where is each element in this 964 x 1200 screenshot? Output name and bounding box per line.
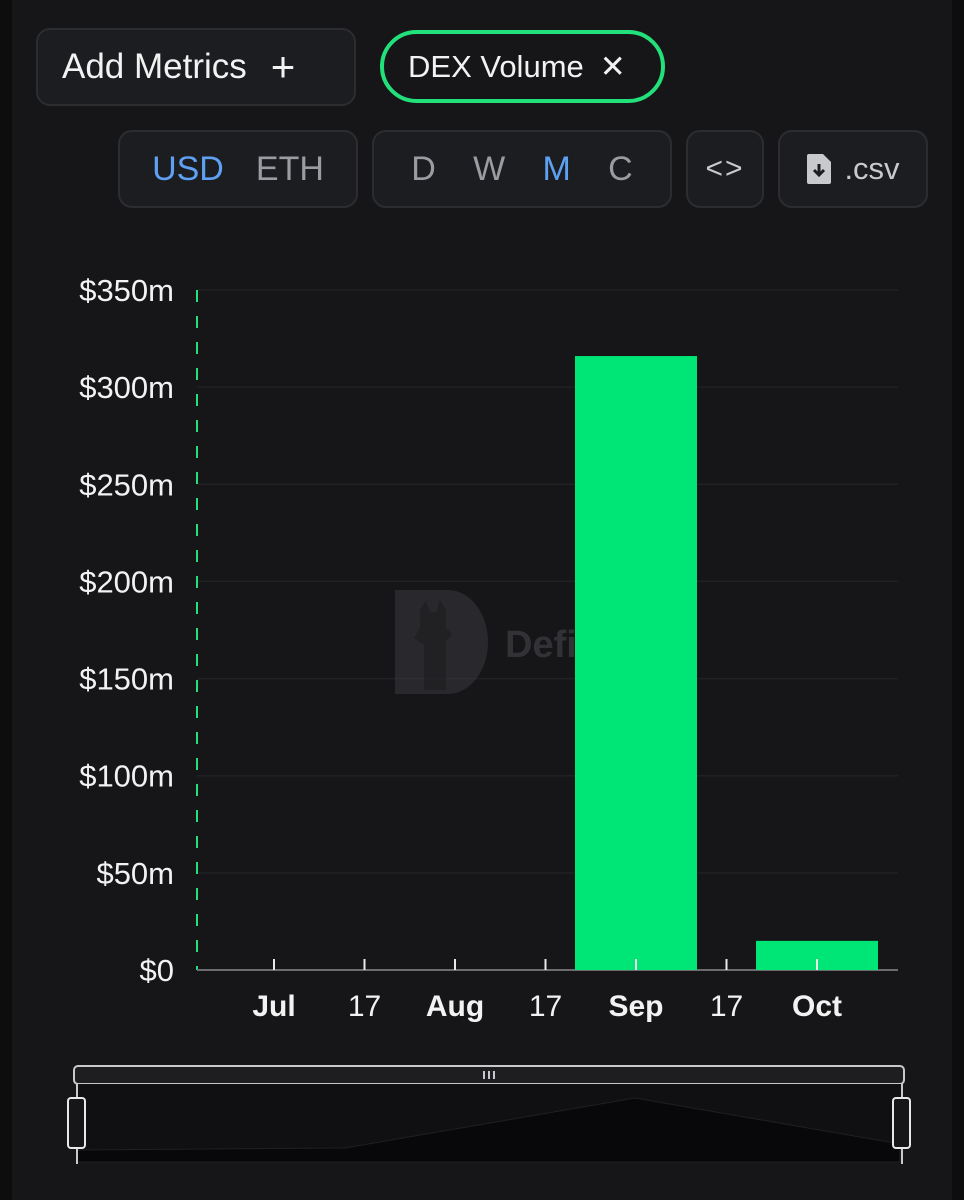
period-option-month[interactable]: M [542, 149, 571, 188]
brush-grip-icon [483, 1071, 495, 1079]
y-tick-label: $350m [79, 273, 174, 308]
x-tick-label: Jul [252, 990, 295, 1023]
dex-volume-chart: $0$50m$100m$150m$200m$250m$300m$350m Def… [79, 273, 898, 1023]
period-option-cumulative[interactable]: C [608, 149, 633, 188]
add-metrics-button[interactable]: Add Metrics + [36, 28, 356, 106]
y-tick-label: $0 [140, 953, 174, 988]
period-option-week[interactable]: W [473, 149, 506, 188]
right-edge [952, 0, 964, 1200]
x-tick-label: 17 [348, 990, 381, 1023]
currency-option-eth[interactable]: ETH [255, 149, 324, 188]
y-axis-ticks: $0 $50m $100m $150m $200m $250m $300m $350m [79, 273, 174, 988]
period-toggle: D W M C [372, 130, 672, 208]
x-axis-ticks: Jul 17 Aug 17 Sep 17 Oct [252, 959, 842, 1023]
close-icon[interactable]: ✕ [599, 48, 626, 84]
currency-toggle: USD ETH [118, 130, 358, 208]
file-download-icon [807, 154, 832, 184]
add-metrics-label: Add Metrics [62, 47, 247, 86]
code-icon: <> [705, 152, 745, 185]
y-tick-label: $50m [96, 856, 174, 891]
range-brush[interactable] [0, 1060, 964, 1170]
brush-handle-left[interactable] [67, 1097, 86, 1149]
y-tick-label: $250m [79, 467, 174, 502]
period-option-day[interactable]: D [411, 149, 436, 188]
x-tick-label: Oct [792, 990, 842, 1023]
plus-icon: + [270, 43, 296, 90]
y-tick-label: $200m [79, 564, 174, 599]
metric-chip-label: DEX Volume [408, 48, 584, 84]
download-csv-button[interactable]: .csv [778, 130, 928, 208]
currency-option-usd[interactable]: USD [152, 149, 224, 188]
csv-label: .csv [844, 151, 900, 186]
bar-sep[interactable] [575, 356, 697, 970]
brush-handle-right[interactable] [892, 1097, 911, 1149]
dex-volume-metric-chip[interactable]: DEX Volume ✕ [380, 30, 665, 103]
x-tick-label: Aug [426, 990, 484, 1023]
bar-series [575, 356, 878, 970]
x-tick-label: 17 [710, 990, 743, 1023]
x-tick-label: Sep [608, 990, 663, 1023]
chart-gridlines [197, 289, 898, 874]
y-tick-label: $100m [79, 759, 174, 794]
y-tick-label: $150m [79, 662, 174, 697]
y-tick-label: $300m [79, 370, 174, 405]
x-tick-label: 17 [529, 990, 562, 1023]
embed-button[interactable]: <> [686, 130, 764, 208]
left-edge [0, 0, 12, 1200]
